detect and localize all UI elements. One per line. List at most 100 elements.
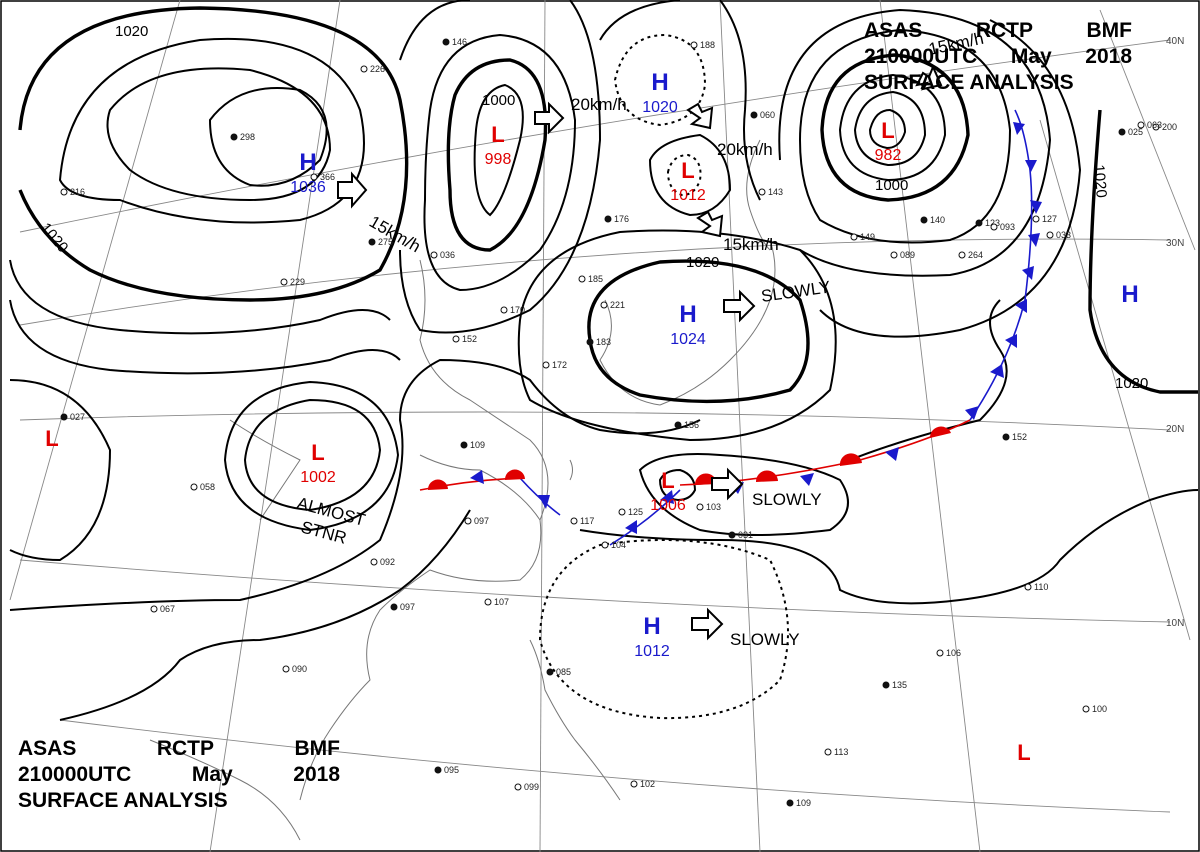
- station-marker: [460, 441, 468, 449]
- station-pressure: 221: [610, 300, 625, 310]
- warm-front-bump: [929, 426, 951, 438]
- header-title: SURFACE ANALYSIS: [18, 789, 228, 812]
- low-symbol: L: [491, 122, 504, 147]
- station-marker: [958, 251, 966, 259]
- station-marker: [1032, 215, 1040, 223]
- station-pressure: 104: [611, 540, 626, 550]
- station-pressure: 093: [1000, 222, 1015, 232]
- station-marker: [452, 335, 460, 343]
- isobar: [579, 489, 1199, 605]
- high-pressure-center: H: [1121, 281, 1138, 308]
- station-pressure: 092: [380, 557, 395, 567]
- station-marker: [60, 188, 68, 196]
- coastline-taiwan: [569, 459, 573, 481]
- lat-label-20n: 20N: [1166, 424, 1184, 435]
- isobar: [819, 19, 1082, 338]
- low-pressure-center: L: [45, 426, 58, 451]
- station-pressure: 095: [444, 765, 459, 775]
- cold-front-triangle: [1028, 233, 1040, 247]
- station-pressure: 085: [556, 667, 571, 677]
- header-code: BMF: [294, 737, 341, 760]
- station-pressure: 067: [160, 604, 175, 614]
- coastline-philippines: [529, 639, 621, 801]
- high-symbol: H: [643, 613, 660, 640]
- station-marker: [696, 503, 704, 511]
- station-pressure: 090: [292, 664, 307, 674]
- station-marker: [882, 681, 890, 689]
- isobar-label: 1020: [115, 23, 148, 40]
- coastline-china: [299, 454, 542, 801]
- station-pressure: 033: [1056, 230, 1071, 240]
- isobar: [638, 453, 849, 536]
- station-marker: [786, 799, 794, 807]
- low-symbol: L: [681, 158, 694, 183]
- lon-line: [1039, 119, 1191, 641]
- cold-front-triangle: [1030, 200, 1042, 214]
- station-marker: [514, 783, 522, 791]
- lon-line: [719, 0, 761, 852]
- low-pressure-center: L 1012: [670, 158, 706, 204]
- station-marker: [1024, 583, 1032, 591]
- station-marker: [674, 421, 682, 429]
- station-pressure: 097: [400, 602, 415, 612]
- station-pressure: 200: [1162, 122, 1177, 132]
- station-marker: [600, 301, 608, 309]
- station-marker: [60, 413, 68, 421]
- isobar-1020-ring: [587, 259, 810, 404]
- station-marker: [1152, 123, 1160, 131]
- station-pressure: 275: [378, 237, 393, 247]
- lon-line: [209, 0, 341, 852]
- isobar-1000: [446, 58, 548, 252]
- station-marker: [601, 541, 609, 549]
- station-marker: [464, 517, 472, 525]
- station-marker: [360, 65, 368, 73]
- high-pressure-center: H 1020: [642, 69, 678, 116]
- header-time: 210000UTC: [18, 763, 132, 786]
- header-station: RCTP: [156, 737, 215, 760]
- isobar: [243, 398, 382, 512]
- coastline-borneo: [149, 739, 301, 841]
- station-marker: [500, 306, 508, 314]
- low-symbol: L: [311, 440, 324, 465]
- station-marker: [1046, 231, 1054, 239]
- station-pressure: 063: [1147, 120, 1162, 130]
- warm-front-bump: [427, 479, 448, 490]
- header-station: RCTP: [975, 19, 1034, 42]
- header-month: May: [191, 763, 233, 786]
- cold-front-segment: [609, 489, 681, 546]
- station-marker: [430, 251, 438, 259]
- center-pressure-value: 1036: [290, 179, 326, 196]
- station-pressure: 036: [440, 250, 455, 260]
- motion-arrow-east: [723, 289, 756, 323]
- station-marker: [546, 668, 554, 676]
- station-marker: [824, 748, 832, 756]
- low-symbol: L: [1017, 740, 1030, 765]
- station-pressure: 123: [985, 218, 1000, 228]
- station-pressure: 117: [580, 516, 594, 526]
- station-pressure: 089: [900, 250, 915, 260]
- isobar: [868, 108, 907, 150]
- station-marker: [890, 251, 898, 259]
- isobar: [9, 358, 701, 611]
- station-pressure: 127: [1042, 214, 1057, 224]
- station-marker: [936, 649, 944, 657]
- warm-front-bump: [504, 469, 525, 480]
- isobar: [473, 83, 524, 217]
- station-pressure: 102: [640, 779, 655, 789]
- isobar-label: 1000: [482, 92, 515, 109]
- station-pressure: 183: [596, 337, 611, 347]
- motion-label: 15km/h: [723, 235, 779, 254]
- header-agency: ASAS: [18, 737, 77, 760]
- station-pressure: 226: [370, 64, 385, 74]
- isobar: [849, 299, 1008, 461]
- station-pressure: 188: [700, 40, 715, 50]
- isobar: [648, 133, 732, 217]
- station-marker: [630, 780, 638, 788]
- station-marker: [310, 173, 318, 181]
- low-pressure-center: L 982: [875, 118, 902, 164]
- station-marker: [230, 133, 238, 141]
- cold-front-triangle: [800, 473, 814, 486]
- high-symbol: H: [679, 301, 696, 328]
- station-marker: [690, 41, 698, 49]
